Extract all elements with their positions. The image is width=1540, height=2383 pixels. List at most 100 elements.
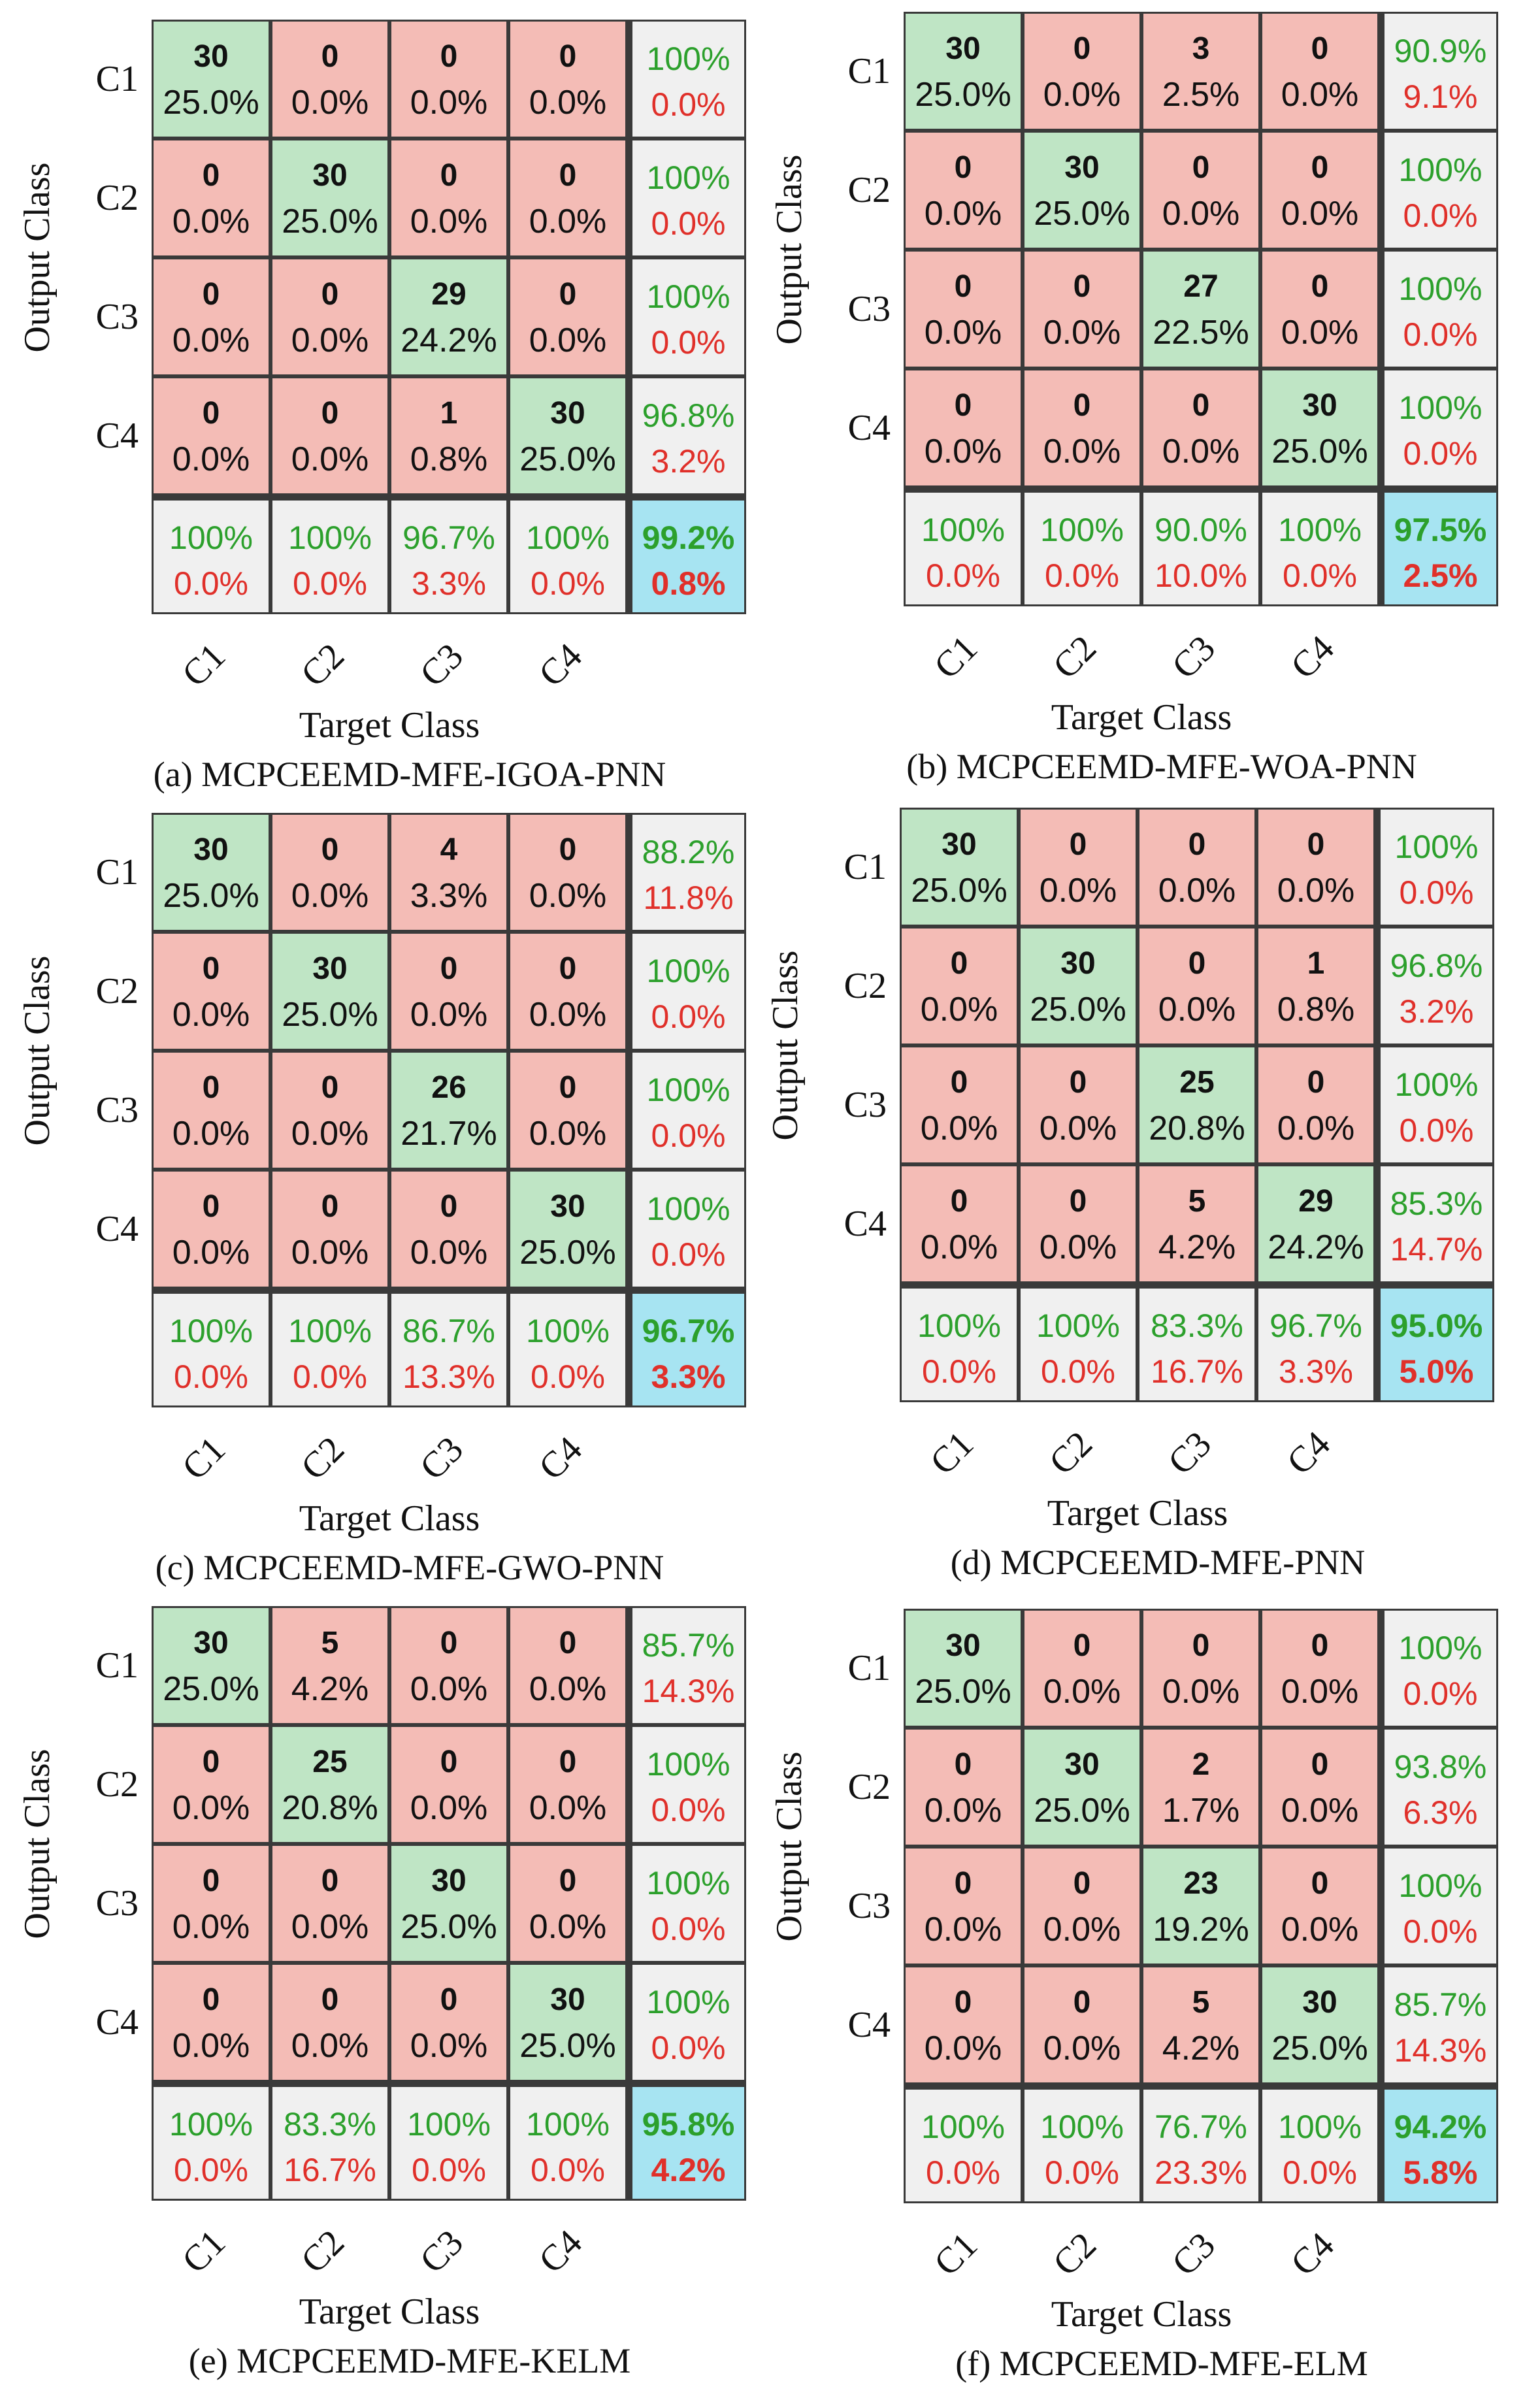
matrix-cell-misclassified: 5 4.2% [1141,1965,1260,2084]
cell-percentage: 0.0% [291,877,369,915]
cell-count: 0 [950,1065,968,1100]
y-axis-label: Output Class [769,1751,810,1942]
cell-count: 5 [1192,1985,1210,2020]
cell-percentage: 0.0% [1039,872,1117,910]
column-class-label: C4 [531,2222,591,2282]
cell-count: 0 [954,1866,972,1901]
cell-percentage: 25.0% [915,76,1011,114]
cell-count: 30 [945,1628,981,1663]
cell-count: 0 [954,388,972,423]
row-error: 0.0% [651,205,726,242]
column-recall: 100% [1036,1307,1120,1344]
row-class-label: C2 [95,1764,139,1805]
cell-percentage: 0.0% [1162,433,1240,470]
column-class-label: C2 [1041,1423,1101,1483]
column-summary-cell: 100% 0.0% [152,2082,270,2201]
cell-percentage: 0.0% [1281,195,1359,233]
panel-caption: (f) MCPCEEMD-MFE-ELM [955,2344,1368,2383]
column-class-label: C4 [1279,1423,1339,1483]
column-recall: 100% [288,1313,372,1349]
cell-count: 30 [942,827,977,862]
matrix-cell-misclassified: 0 0.0% [508,1051,627,1170]
matrix-cell-misclassified: 0 0.0% [1019,1164,1138,1283]
matrix-cell-misclassified: 0 0.0% [1141,369,1260,487]
matrix-cell-misclassified: 0 0.0% [389,1963,508,2082]
cell-percentage: 3.3% [410,877,488,915]
cell-count: 30 [550,396,585,431]
matrix-cell-misclassified: 0 0.0% [1260,1609,1379,1728]
cell-percentage: 0.0% [1281,1911,1359,1948]
column-class-label: C3 [412,2222,472,2282]
cell-percentage: 0.0% [172,1234,250,1272]
cell-percentage: 0.0% [410,996,488,1034]
row-summary-cell: 85.7% 14.3% [1379,1965,1498,2084]
column-recall: 100% [526,2106,610,2143]
column-recall: 100% [288,519,372,556]
cell-count: 30 [193,1626,229,1660]
column-error: 0.0% [1283,2154,1357,2191]
row-summary-cell: 100% 0.0% [1375,808,1494,927]
cell-percentage: 0.0% [1043,1673,1121,1711]
matrix-cell-misclassified: 0 0.0% [152,139,270,257]
matrix-cell-correct: 27 22.5% [1141,250,1260,369]
cell-percentage: 0.0% [924,2030,1002,2067]
cell-count: 0 [1311,1747,1329,1782]
column-summary-cell: 100% 0.0% [904,2084,1023,2203]
cell-percentage: 0.0% [529,321,607,359]
cell-percentage: 0.0% [410,1234,488,1272]
x-axis-label: Target Class [299,705,480,746]
cell-count: 0 [1073,1985,1091,2020]
cell-percentage: 0.0% [291,1234,369,1272]
cell-percentage: 0.0% [924,1911,1002,1948]
column-error: 23.3% [1155,2154,1247,2191]
matrix-cell-correct: 30 25.0% [1260,1965,1379,2084]
cell-count: 0 [202,1982,220,2017]
cell-percentage: 0.0% [529,1908,607,1946]
matrix-cell-misclassified: 3 2.5% [1141,12,1260,131]
cell-percentage: 25.0% [1271,433,1368,470]
y-axis-label: Output Class [769,154,810,345]
row-error: 0.0% [651,2030,726,2066]
cell-percentage: 0.0% [172,1908,250,1946]
overall-accuracy: 95.8% [642,2106,735,2143]
cell-percentage: 25.0% [1034,195,1130,233]
cell-percentage: 0.0% [529,877,607,915]
matrix-cell-misclassified: 0 0.0% [270,1963,389,2082]
cell-percentage: 25.0% [519,2027,616,2065]
column-class-label: C2 [1045,627,1105,687]
row-class-label: C1 [847,1648,891,1688]
cell-count: 30 [193,832,229,867]
column-summary-cell: 100% 0.0% [508,1289,627,1407]
row-class-label: C1 [95,59,139,99]
column-error: 3.3% [412,565,486,602]
cell-count: 30 [431,1864,467,1898]
column-class-label: C2 [293,635,353,695]
row-class-label: C3 [847,1886,891,1926]
row-class-label: C2 [95,178,139,218]
matrix-cell-correct: 30 25.0% [900,808,1019,927]
cell-percentage: 0.0% [291,84,369,122]
cell-count: 0 [321,832,339,867]
column-recall: 100% [169,519,253,556]
matrix-cell-misclassified: 5 4.2% [1138,1164,1256,1283]
cell-count: 0 [1307,1065,1325,1100]
matrix-cell-correct: 30 25.0% [508,1963,627,2082]
y-axis-label: Output Class [765,950,806,1141]
row-precision: 100% [646,1746,730,1783]
cell-percentage: 0.0% [410,203,488,240]
cell-percentage: 0.0% [1158,991,1236,1028]
cell-count: 0 [1188,827,1206,862]
matrix-cell-misclassified: 0 0.0% [1260,131,1379,250]
column-summary-cell: 90.0% 10.0% [1141,487,1260,606]
matrix-cell-misclassified: 0 0.0% [1260,1847,1379,1965]
column-error: 0.0% [174,1358,248,1395]
cell-count: 0 [440,1982,458,2017]
column-summary-cell: 100% 0.0% [1260,2084,1379,2203]
column-recall: 100% [1278,2109,1362,2145]
column-error: 0.0% [531,2152,605,2188]
cell-count: 0 [559,1626,577,1660]
row-class-label: C4 [844,1204,887,1244]
matrix-cell-correct: 25 20.8% [270,1725,389,1844]
cell-count: 0 [321,1189,339,1224]
cell-count: 0 [1192,388,1210,423]
